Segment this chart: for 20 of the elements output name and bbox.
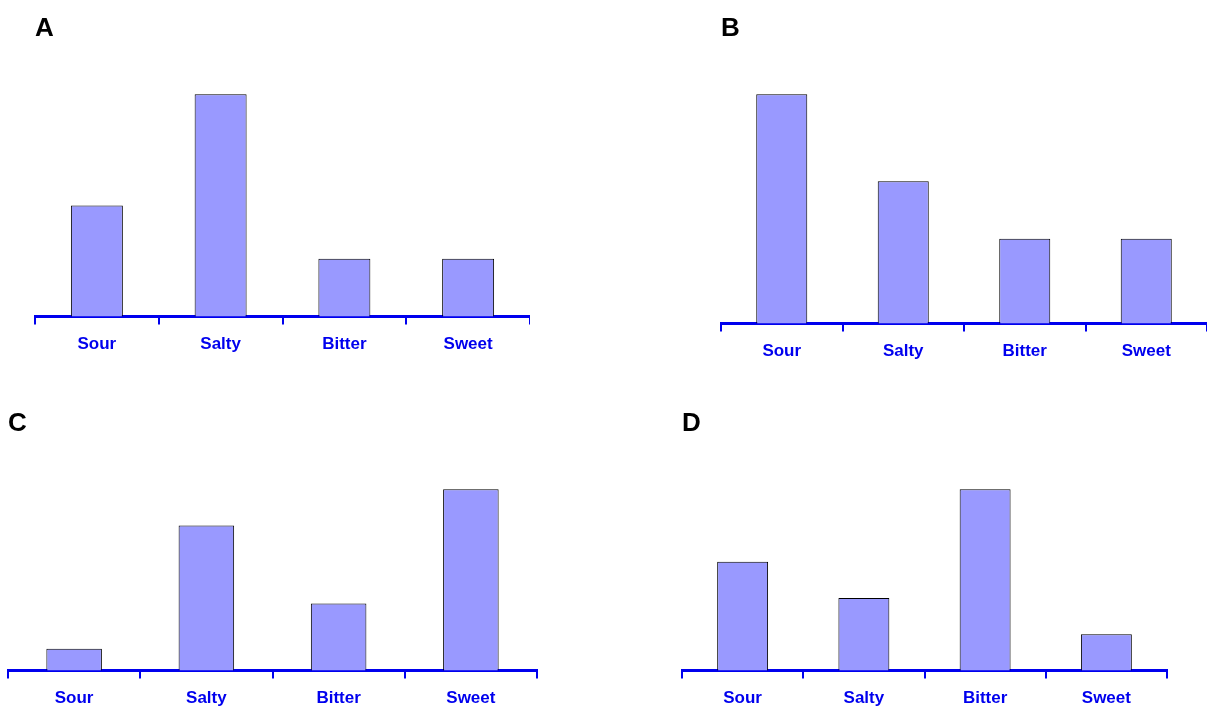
- chart-title: C: [8, 406, 27, 437]
- x-tick-label: Bitter: [322, 334, 367, 354]
- x-tick-label: Sour: [723, 688, 763, 708]
- x-tick-label: Salty: [186, 688, 228, 708]
- x-tick-label: Bitter: [1002, 341, 1048, 361]
- x-tick-label: Bitter: [962, 688, 1008, 708]
- x-tick-label: Sweet: [446, 688, 496, 708]
- x-tick-label: Sour: [54, 688, 94, 708]
- x-tick-label: Sweet: [1081, 688, 1132, 708]
- x-tick-label: Sweet: [1121, 341, 1172, 361]
- chart-title: B: [721, 11, 740, 42]
- x-tick-label: Sour: [762, 341, 802, 361]
- x-tick-label: Sweet: [443, 334, 494, 354]
- chart-title: D: [682, 406, 701, 437]
- x-tick-label: Bitter: [316, 688, 362, 708]
- chart-title: A: [35, 11, 54, 42]
- x-tick-label: Salty: [200, 334, 242, 354]
- x-tick-label: Sour: [77, 334, 117, 354]
- x-tick-label: Salty: [882, 341, 925, 361]
- x-tick-label: Salty: [843, 688, 885, 708]
